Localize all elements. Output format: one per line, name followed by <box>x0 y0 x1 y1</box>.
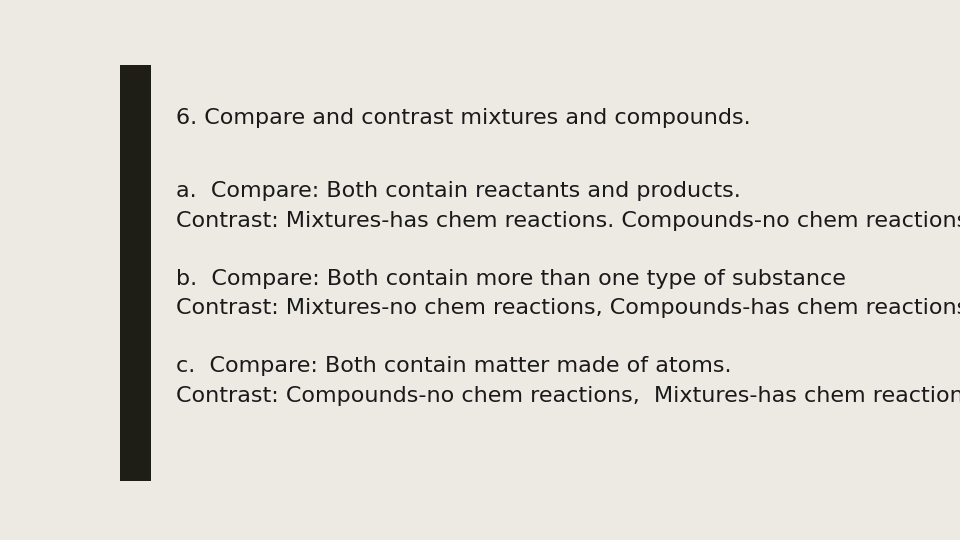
Text: Contrast: Mixtures-no chem reactions, Compounds-has chem reactions.: Contrast: Mixtures-no chem reactions, Co… <box>176 299 960 319</box>
Text: Contrast: Compounds-no chem reactions,  Mixtures-has chem reactions.: Contrast: Compounds-no chem reactions, M… <box>176 386 960 406</box>
FancyBboxPatch shape <box>120 65 152 481</box>
Text: c.  Compare: Both contain matter made of atoms.: c. Compare: Both contain matter made of … <box>176 356 732 376</box>
Text: a.  Compare: Both contain reactants and products.: a. Compare: Both contain reactants and p… <box>176 181 740 201</box>
Text: b.  Compare: Both contain more than one type of substance: b. Compare: Both contain more than one t… <box>176 268 846 288</box>
Text: Contrast: Mixtures-has chem reactions. Compounds-no chem reactions: Contrast: Mixtures-has chem reactions. C… <box>176 211 960 231</box>
Text: 6. Compare and contrast mixtures and compounds.: 6. Compare and contrast mixtures and com… <box>176 109 751 129</box>
